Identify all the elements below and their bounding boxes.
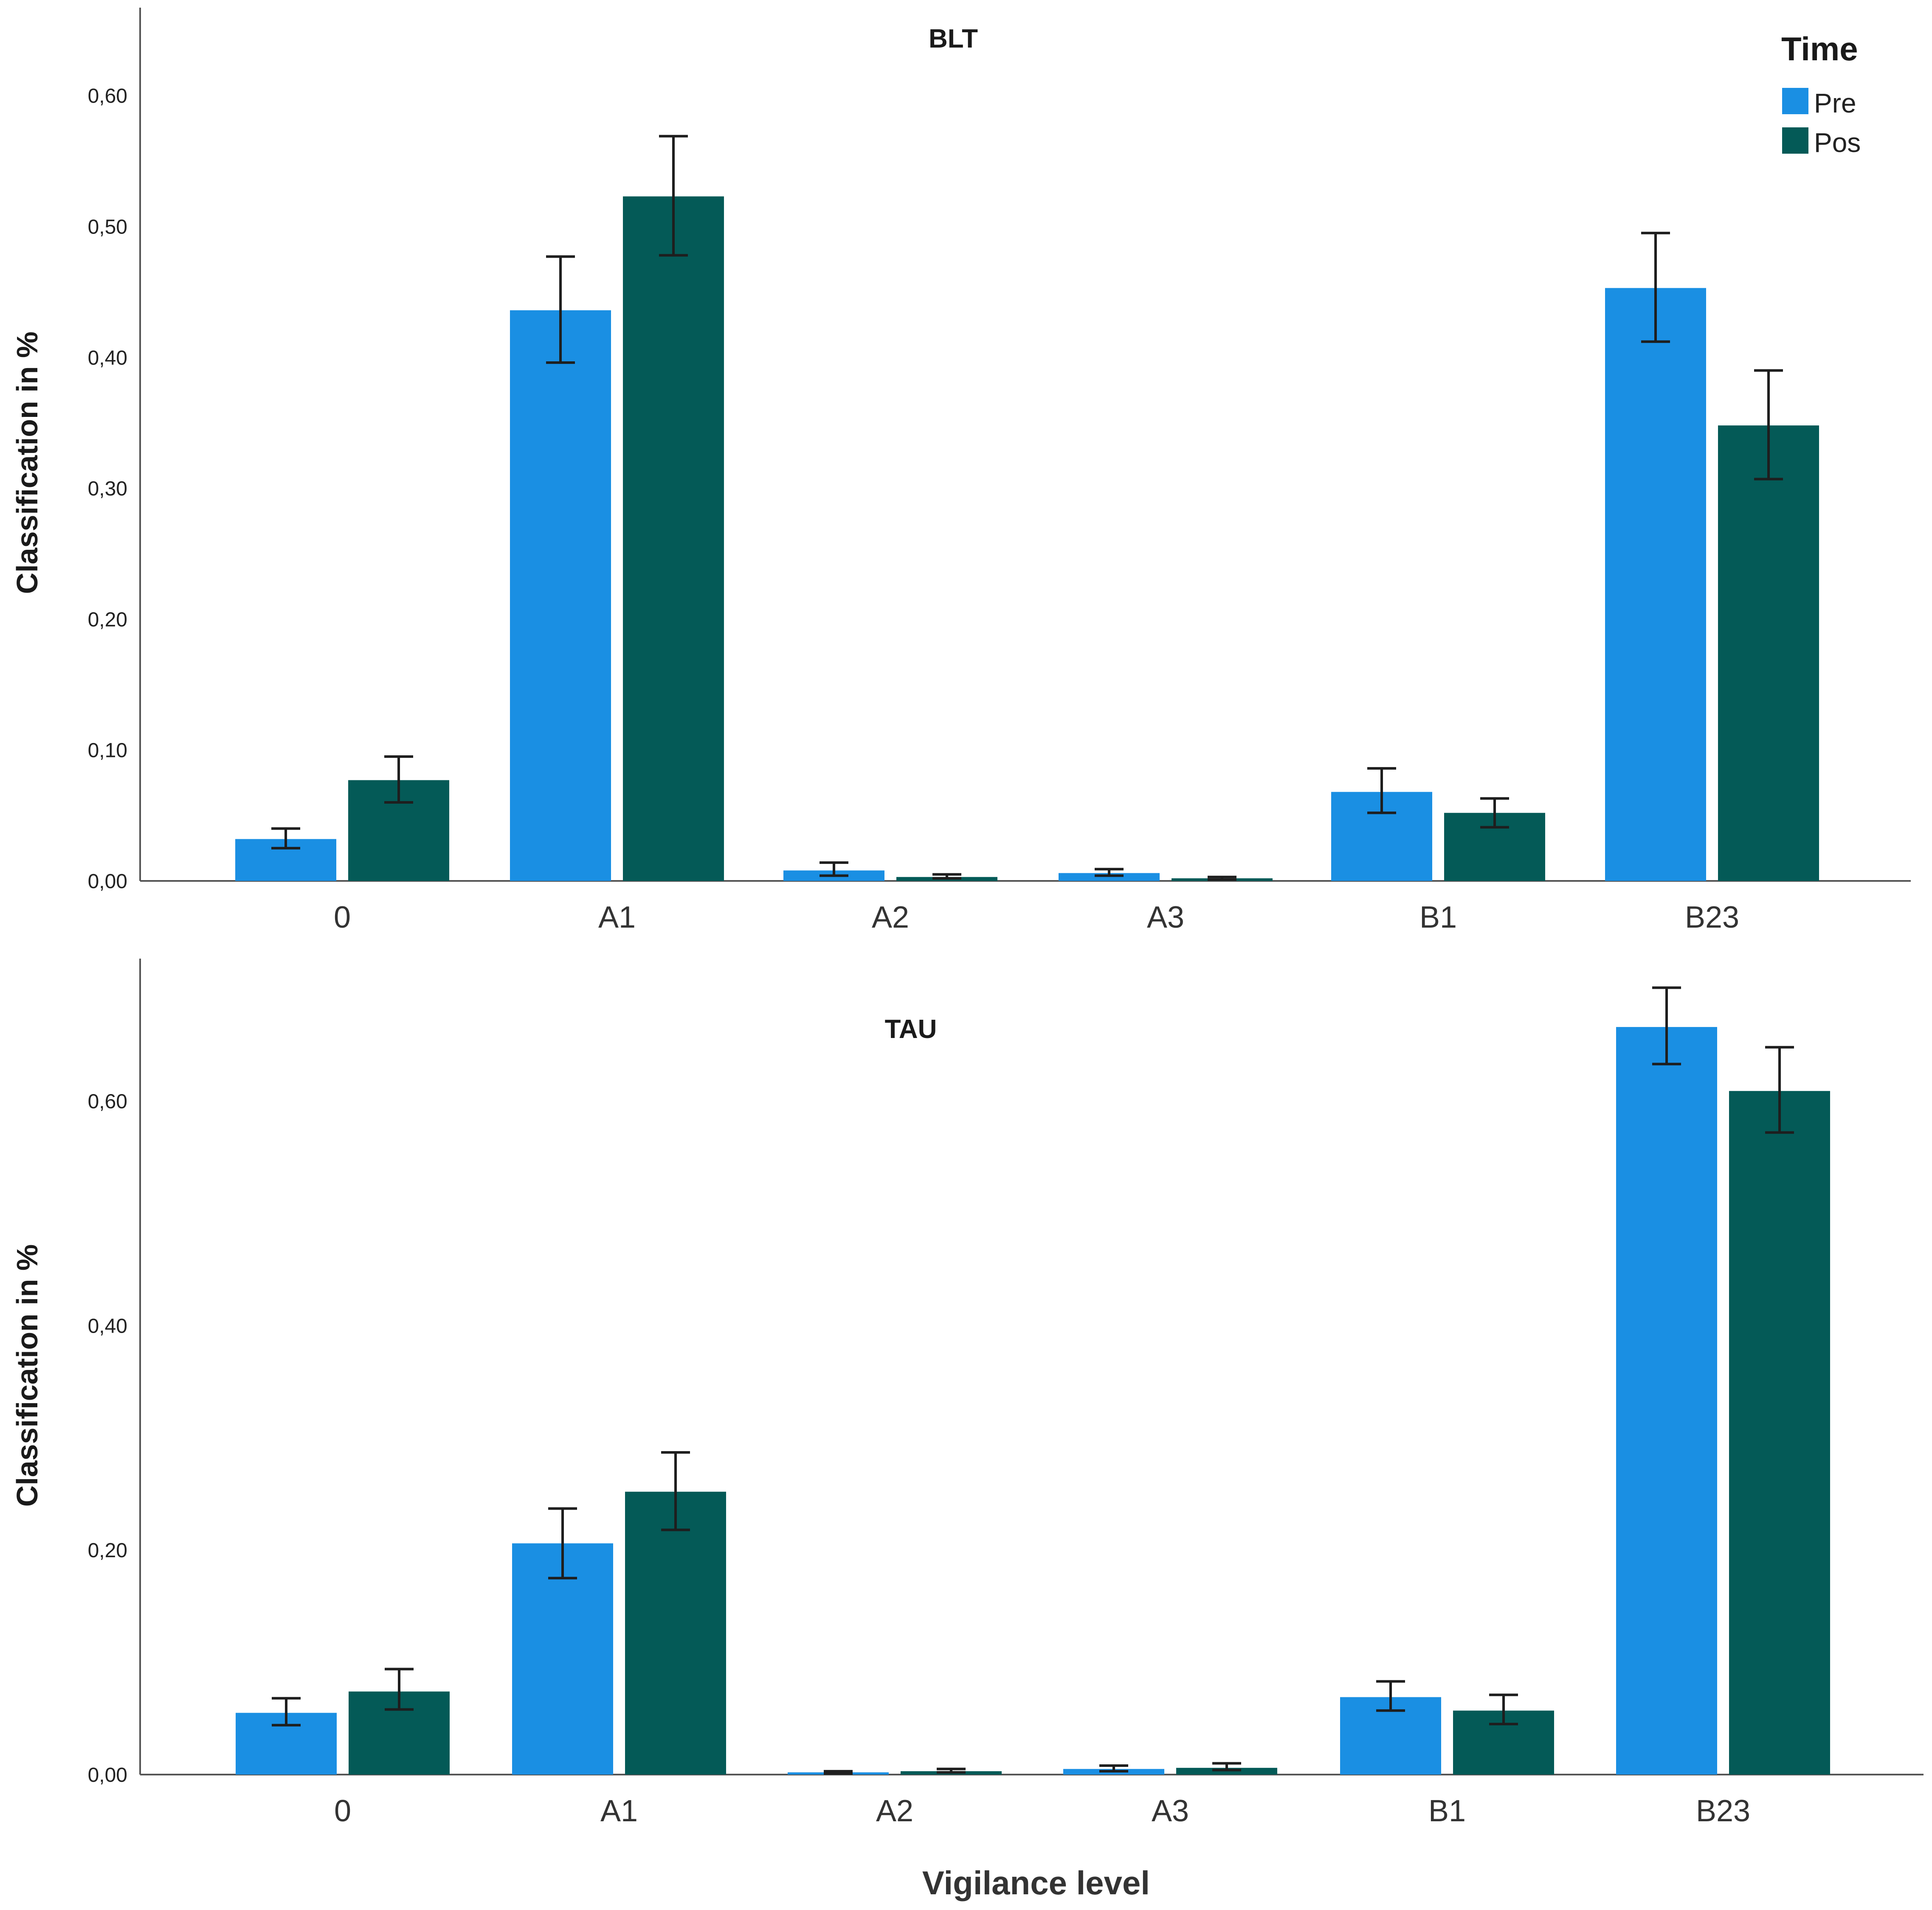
chart-tau: TAU Classification in % 0,00 0,20 0,40 0,60… xyxy=(11,959,1924,1902)
error-bar-pre-b1 xyxy=(1367,767,1396,814)
x-tick-label: A2 xyxy=(876,1794,913,1828)
y-tick-label: 0,20 xyxy=(88,608,127,631)
y-tick-label: 0,60 xyxy=(88,1091,127,1113)
y-tick-label: 0,30 xyxy=(88,478,127,500)
error-bar-pre-a2 xyxy=(824,1770,853,1775)
tau-x-ticks: 0 A1 A2 A3 B1 B23 xyxy=(334,1794,1750,1828)
error-bar-pos-0 xyxy=(384,755,413,804)
bar-pre-a1 xyxy=(510,310,611,881)
error-bar-pre-a3 xyxy=(1099,1764,1128,1773)
error-bar-pre-a2 xyxy=(820,861,848,877)
x-tick-label: 0 xyxy=(334,1794,351,1828)
x-tick-label: 0 xyxy=(334,900,351,934)
error-bar-pos-b23 xyxy=(1765,1046,1794,1134)
error-bar-pre-b1 xyxy=(1376,1680,1405,1712)
legend-swatch-pre xyxy=(1782,88,1808,114)
legend: Time Pre Pos xyxy=(1781,30,1861,158)
error-bar-pre-a1 xyxy=(546,255,575,364)
x-tick-label: A3 xyxy=(1152,1794,1189,1828)
error-bar-pos-a3 xyxy=(1208,875,1236,881)
x-axis-label: Vigilance level xyxy=(922,1864,1150,1902)
x-tick-label: A1 xyxy=(600,1794,638,1828)
error-bar-pre-a1 xyxy=(548,1507,577,1580)
bar-pre-a1 xyxy=(512,1543,613,1775)
error-bar-pos-b1 xyxy=(1480,797,1509,829)
error-bar-pre-b23 xyxy=(1652,986,1681,1066)
legend-label-pos: Pos xyxy=(1814,127,1861,158)
tau-chart-title: TAU xyxy=(885,1015,937,1044)
bar-pos-b23 xyxy=(1729,1091,1830,1775)
blt-chart-title: BLT xyxy=(929,24,978,53)
error-bar-pre-a3 xyxy=(1095,868,1124,877)
blt-y-axis-label: Classification in % xyxy=(11,332,44,594)
y-tick-label: 0,00 xyxy=(88,870,127,893)
y-tick-label: 0,50 xyxy=(88,216,127,239)
x-tick-label: B1 xyxy=(1419,900,1457,934)
error-bar-pos-a1 xyxy=(661,1451,690,1531)
x-tick-label: A3 xyxy=(1147,900,1184,934)
error-bar-pos-b1 xyxy=(1489,1693,1518,1726)
bar-pos-b23 xyxy=(1718,425,1819,881)
x-tick-label: A1 xyxy=(598,900,636,934)
error-bar-pre-b23 xyxy=(1641,231,1670,343)
y-tick-label: 0,20 xyxy=(88,1539,127,1562)
bar-pre-a3 xyxy=(1059,873,1160,881)
legend-title: Time xyxy=(1781,30,1858,68)
bar-pre-b23 xyxy=(1605,288,1706,881)
y-tick-label: 0,00 xyxy=(88,1764,127,1786)
bar-pos-a1 xyxy=(625,1491,726,1775)
y-tick-label: 0,60 xyxy=(88,85,127,107)
blt-y-ticks: 0,00 0,10 0,20 0,30 0,40 0,50 0,60 xyxy=(88,85,127,893)
chart-blt: BLT Classification in % 0,00 0,10 0,20 0,30… xyxy=(11,8,1911,934)
error-bar-pos-a1 xyxy=(659,135,688,257)
blt-error-bars xyxy=(271,135,1783,881)
bar-pre-b23 xyxy=(1616,1027,1717,1775)
error-bar-pos-a3 xyxy=(1212,1762,1241,1772)
error-bar-pos-a2 xyxy=(937,1767,966,1774)
tau-y-ticks: 0,00 0,20 0,40 0,60 xyxy=(88,1091,127,1786)
tau-error-bars xyxy=(272,986,1794,1775)
tau-bars xyxy=(236,1027,1830,1775)
error-bar-pos-a2 xyxy=(932,873,961,880)
y-tick-label: 0,40 xyxy=(88,347,127,369)
error-bar-pos-0 xyxy=(385,1668,414,1711)
y-tick-label: 0,10 xyxy=(88,740,127,762)
x-tick-label: B23 xyxy=(1685,900,1739,934)
error-bar-pre-0 xyxy=(272,1697,301,1727)
error-bar-pos-b23 xyxy=(1754,369,1783,481)
bar-pos-a1 xyxy=(623,196,724,881)
blt-x-ticks: 0 A1 A2 A3 B1 B23 xyxy=(334,900,1739,934)
error-bar-pre-0 xyxy=(271,827,300,850)
tau-y-axis-label: Classification in % xyxy=(11,1244,44,1507)
legend-label-pre: Pre xyxy=(1814,88,1856,118)
x-tick-label: B1 xyxy=(1428,1794,1466,1828)
legend-swatch-pos xyxy=(1782,127,1808,154)
x-tick-label: A2 xyxy=(872,900,909,934)
y-tick-label: 0,40 xyxy=(88,1315,127,1337)
x-tick-label: B23 xyxy=(1696,1794,1750,1828)
